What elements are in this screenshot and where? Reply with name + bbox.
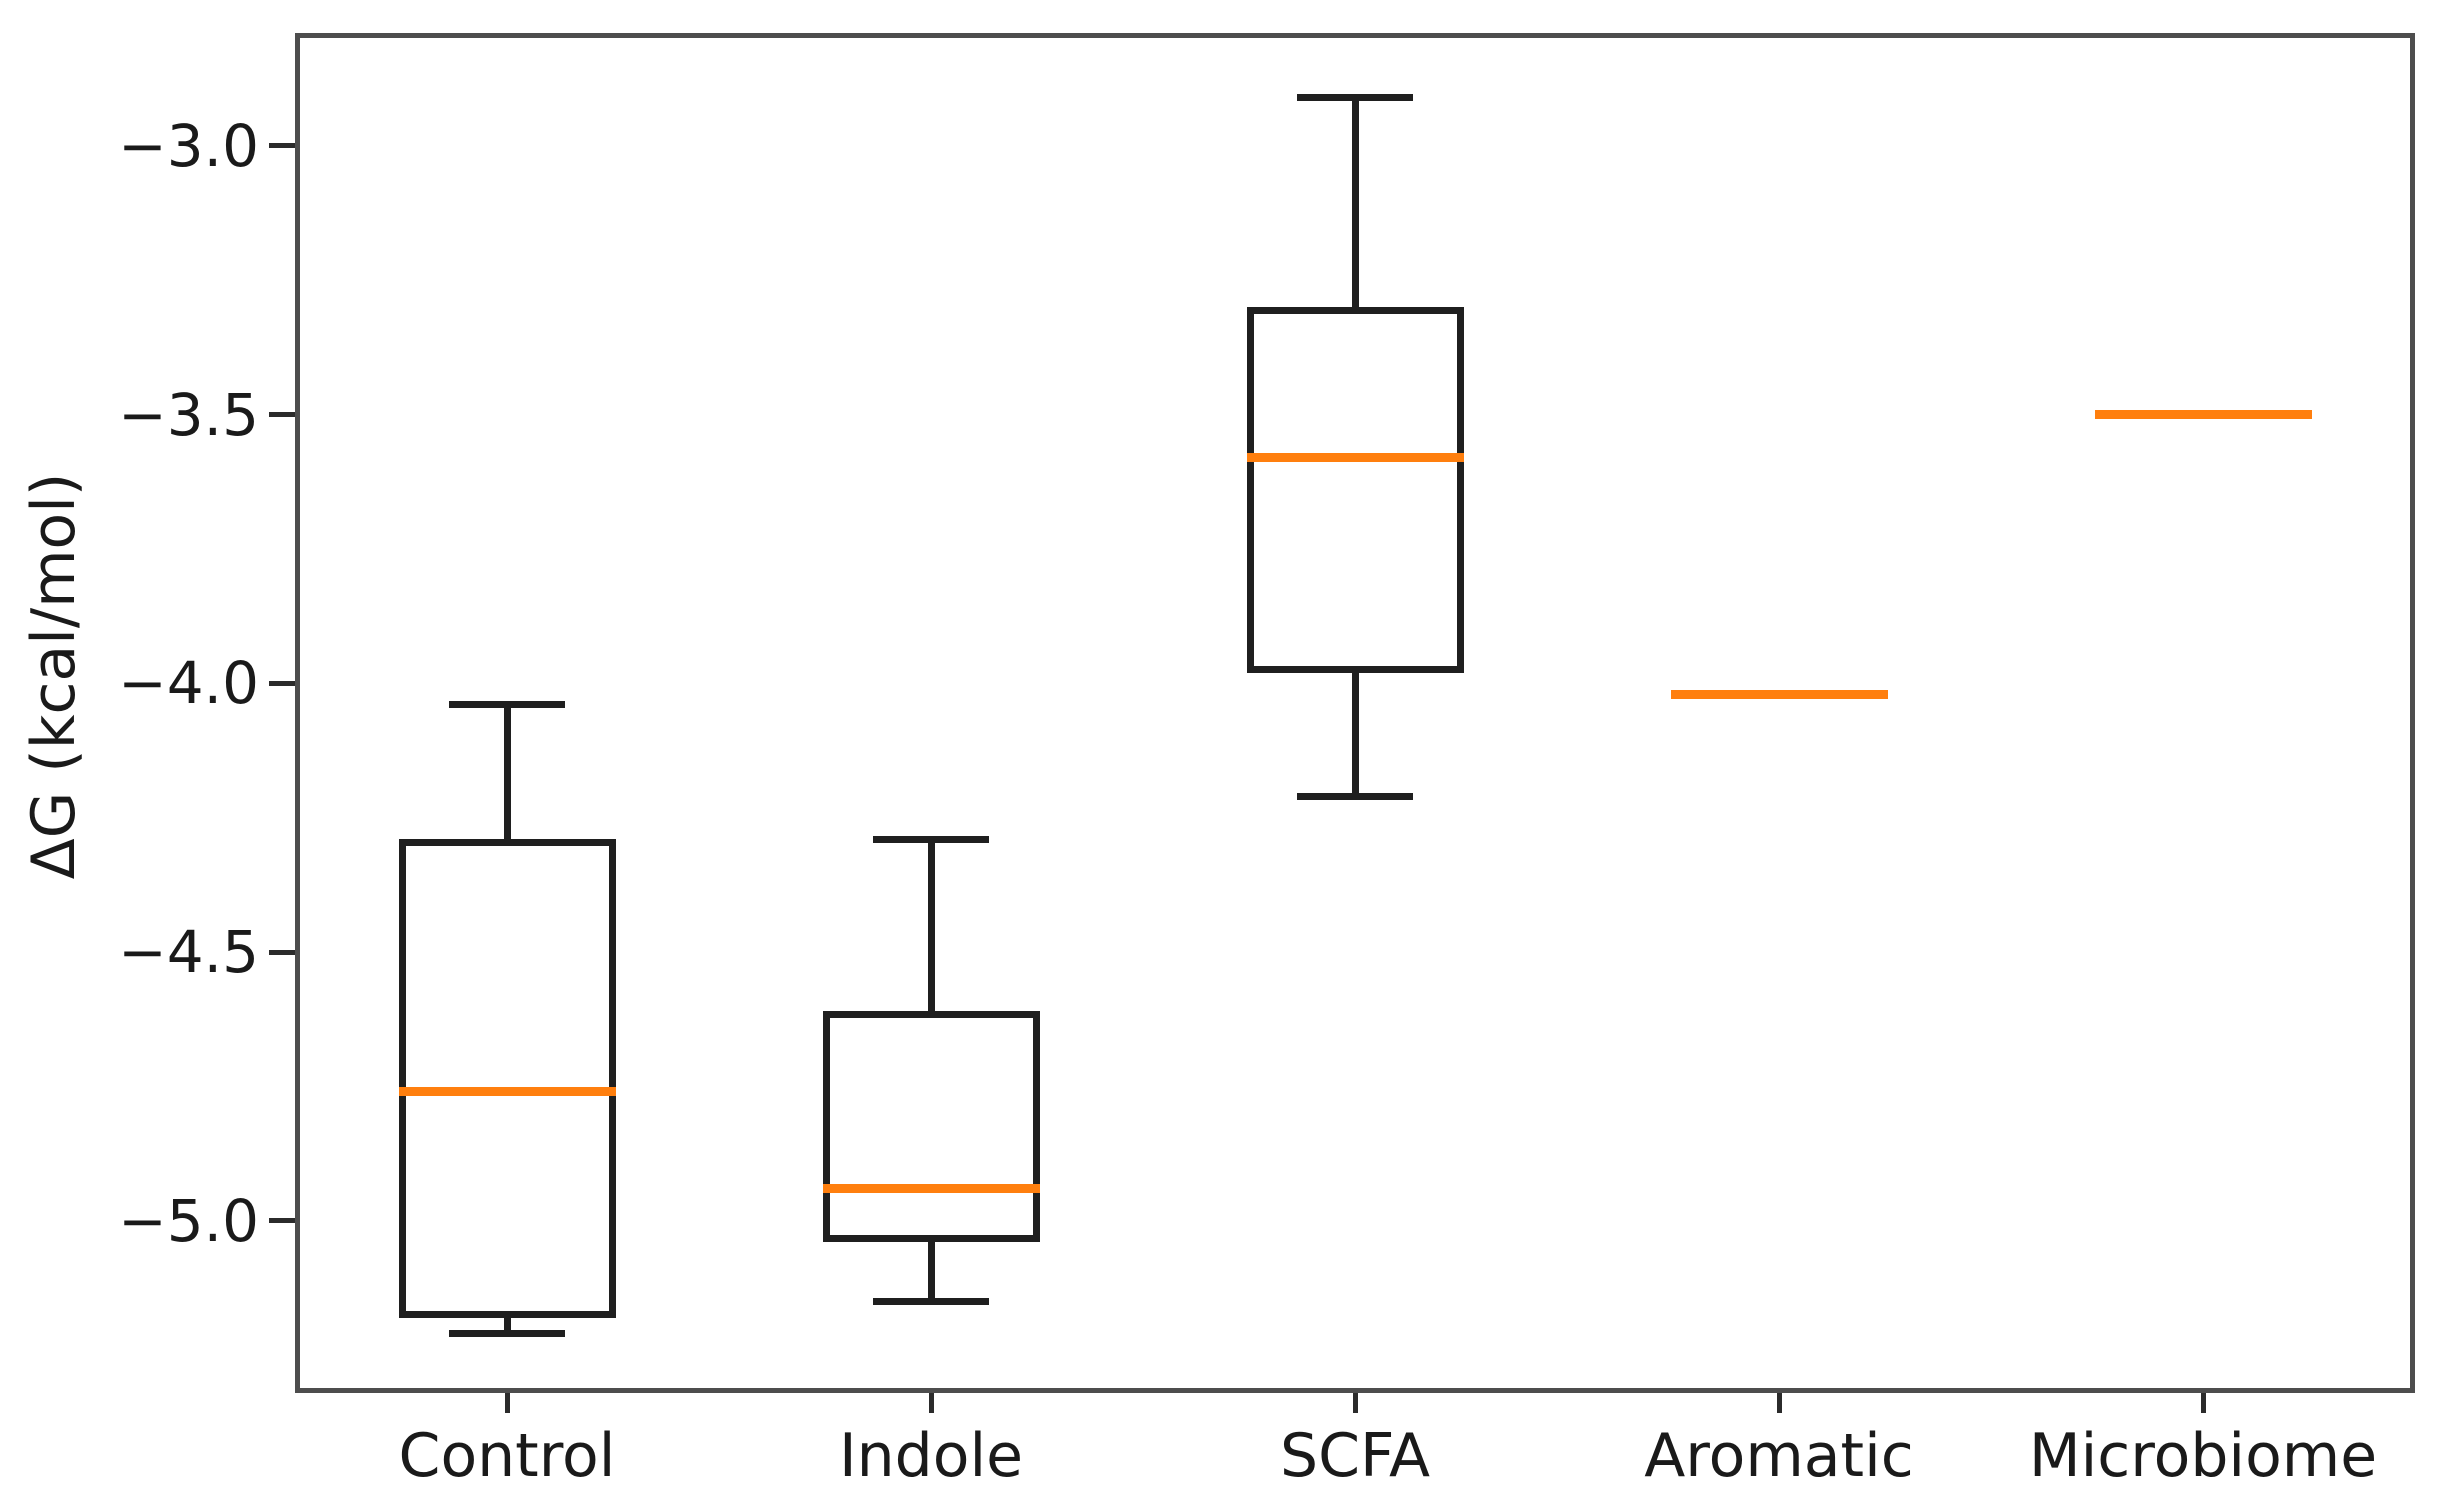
x-tick-mark [504,1393,510,1413]
x-tick-label-aromatic: Aromatic [1644,1421,1914,1491]
median-line [398,1087,616,1097]
lower-whisker-line [503,1317,511,1334]
y-tick-label: −3.5 [118,380,259,449]
y-tick-mark [269,1218,295,1224]
lower-whisker-line [927,1242,935,1302]
lower-whisker-cap [449,1330,565,1338]
median-line [2094,410,2312,420]
x-tick-mark [2200,1393,2206,1413]
upper-whisker-cap [873,835,989,843]
iqr-box [1246,307,1464,673]
upper-whisker-cap [449,701,565,709]
lower-whisker-cap [1297,792,1413,800]
y-tick-mark [269,412,295,418]
y-tick-label: −4.5 [118,918,259,987]
median-line [1246,453,1464,463]
median-line [1670,689,1888,699]
upper-whisker-cap [1297,94,1413,101]
upper-whisker-line [927,839,935,1012]
x-tick-label-scfa: SCFA [1279,1421,1431,1491]
lower-whisker-cap [873,1298,989,1306]
upper-whisker-line [1351,97,1359,308]
median-line [822,1184,1040,1194]
y-tick-mark [269,143,295,149]
y-tick-label: −3.0 [118,111,259,180]
y-tick-mark [269,949,295,955]
y-tick-label: −4.0 [118,649,259,718]
iqr-box [398,839,616,1318]
x-tick-mark [1776,1393,1782,1413]
x-tick-mark [928,1393,934,1413]
y-tick-label: −5.0 [118,1186,259,1255]
x-tick-label-microbiome: Microbiome [2028,1421,2378,1491]
lower-whisker-line [1351,672,1359,797]
x-tick-mark [1352,1393,1358,1413]
iqr-box [822,1011,1040,1243]
y-tick-mark [269,680,295,686]
x-tick-label-indole: Indole [838,1421,1024,1491]
x-tick-label-control: Control [398,1421,616,1491]
upper-whisker-line [503,704,511,840]
